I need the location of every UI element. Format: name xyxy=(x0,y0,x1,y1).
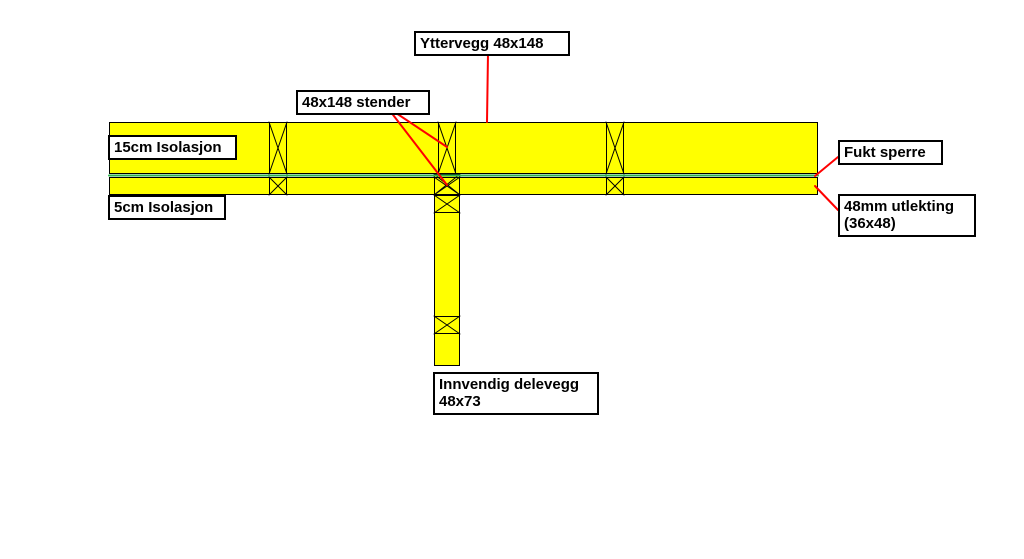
label-iso15: 15cm Isolasjon xyxy=(108,135,237,160)
label-yttervegg: Yttervegg 48x148 xyxy=(414,31,570,56)
stud-mid xyxy=(438,122,456,174)
stud-right xyxy=(606,122,624,174)
vert-top xyxy=(434,195,460,213)
label-iso5: 5cm Isolasjon xyxy=(108,195,226,220)
vert-wall xyxy=(434,195,460,366)
label-delevegg: Innvendig delevegg 48x73 xyxy=(433,372,599,415)
vert-bot xyxy=(434,316,460,334)
block-lek-m xyxy=(434,177,460,195)
stud-left xyxy=(269,122,287,174)
overlay-lines xyxy=(0,0,1024,559)
block-lek-l xyxy=(269,177,287,195)
label-fukt: Fukt sperre xyxy=(838,140,943,165)
block-lek-r xyxy=(606,177,624,195)
label-utlekt: 48mm utlekting (36x48) xyxy=(838,194,976,237)
label-stender: 48x148 stender xyxy=(296,90,430,115)
bot-band xyxy=(109,177,818,195)
diagram-canvas: Yttervegg 48x148 48x148 stender 15cm Iso… xyxy=(0,0,1024,559)
